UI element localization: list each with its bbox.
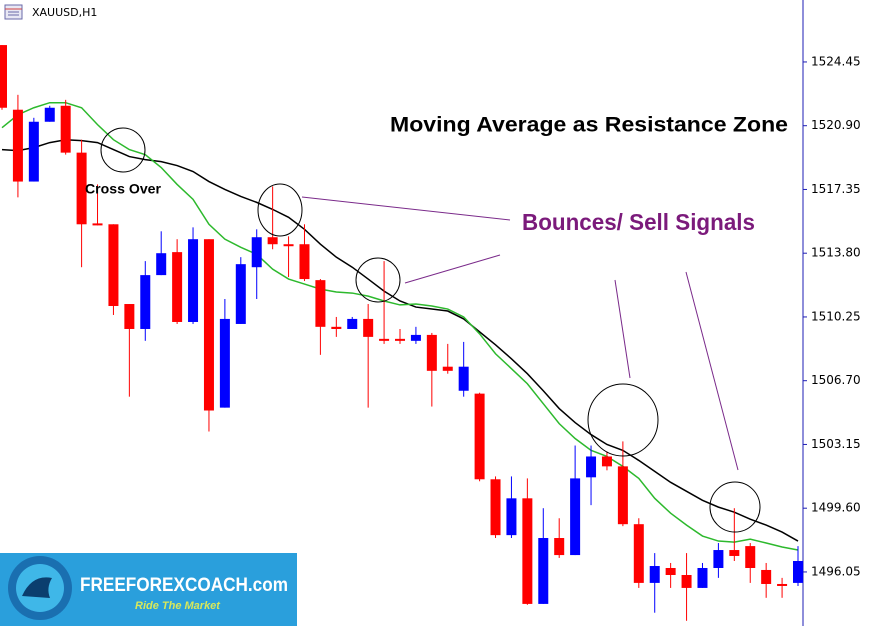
- candle-body: [12, 109, 23, 182]
- candle-body: [506, 498, 517, 536]
- candle-body: [617, 466, 628, 525]
- moving-average-line: [1, 101, 799, 551]
- candle-body: [379, 338, 390, 341]
- candle-body: [665, 567, 676, 576]
- y-tick-label: 1499.60: [811, 501, 861, 515]
- candle-body: [235, 264, 246, 324]
- candle-body: [363, 318, 374, 337]
- candle-body: [156, 253, 167, 276]
- candle-body: [697, 567, 708, 588]
- moving-average-line: [1, 138, 799, 542]
- highlight-circles: [100, 127, 761, 533]
- candle-body: [172, 252, 183, 322]
- candle-body: [0, 45, 7, 108]
- candle-body: [299, 244, 310, 280]
- annotation: Cross Over: [85, 181, 162, 197]
- annotation: Moving Average as Resistance Zone: [390, 114, 788, 137]
- candle-body: [426, 334, 437, 371]
- candle-body: [633, 524, 644, 583]
- y-tick-label: 1510.25: [811, 309, 861, 323]
- y-tick-label: 1524.45: [811, 54, 861, 68]
- y-tick-label: 1520.90: [811, 118, 861, 132]
- candle-body: [108, 224, 119, 306]
- candle-body: [649, 566, 660, 583]
- candle-body: [76, 152, 87, 225]
- candle-body: [203, 239, 214, 411]
- candle-body: [395, 338, 405, 341]
- candle-body: [140, 275, 151, 329]
- candle-body: [188, 239, 199, 322]
- candle-body: [267, 237, 278, 245]
- plot: [0, 45, 803, 621]
- candle-body: [442, 366, 453, 371]
- y-tick-label: 1503.15: [811, 437, 861, 451]
- y-tick-label: 1517.35: [811, 182, 861, 196]
- logo-name: FREEFOREXCOACH.com: [80, 575, 288, 596]
- candle-body: [28, 121, 39, 182]
- candle-body: [474, 393, 485, 480]
- candle-body: [347, 318, 358, 329]
- candle-body: [554, 538, 565, 556]
- annotation: Bounces/ Sell Signals: [522, 209, 755, 235]
- logo: FREEFOREXCOACH.com Ride The Market: [0, 553, 297, 626]
- candle-body: [490, 479, 501, 536]
- window-icon: [4, 4, 23, 20]
- candle-body: [761, 569, 772, 584]
- y-tick-label: 1506.70: [811, 373, 861, 387]
- candle-body: [251, 237, 262, 268]
- pointer-lines: [301, 196, 739, 471]
- candle-body: [713, 550, 724, 568]
- candle-body: [315, 280, 326, 327]
- candle-body: [681, 575, 692, 588]
- candle-body: [522, 498, 533, 604]
- candle-body: [124, 304, 135, 329]
- candle-body: [44, 107, 55, 122]
- candle-body: [219, 318, 230, 408]
- candle-body: [283, 244, 294, 247]
- candle-body: [729, 550, 740, 556]
- candle-body: [570, 478, 581, 556]
- candle-body: [586, 456, 597, 478]
- candle-body: [331, 326, 342, 329]
- candle-body: [458, 366, 469, 391]
- candle-body: [538, 538, 549, 604]
- candle-body: [601, 456, 612, 467]
- candle-body: [777, 583, 788, 586]
- candle-body: [745, 546, 756, 568]
- candle-body: [60, 105, 71, 153]
- logo-tagline: Ride The Market: [135, 600, 221, 612]
- chart-title: XAUUSD,H1: [32, 6, 97, 19]
- candle-body: [92, 223, 103, 226]
- y-tick-label: 1513.80: [811, 246, 861, 260]
- candle-body: [410, 334, 421, 341]
- y-tick-label: 1496.05: [811, 564, 861, 578]
- candle-body: [793, 560, 803, 583]
